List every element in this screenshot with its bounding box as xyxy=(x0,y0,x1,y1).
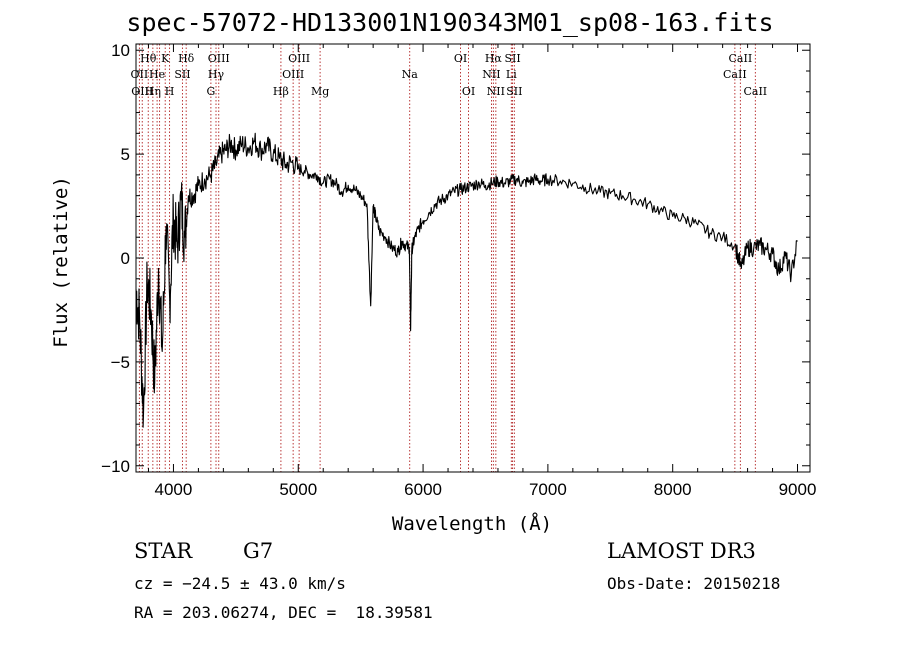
coordinates-label: RA = 203.06274, DEC = 18.39581 xyxy=(134,603,433,622)
x-tick-label-1: 5000 xyxy=(279,480,317,499)
class-label: STAR xyxy=(134,539,193,563)
y-tick-label-4: 10 xyxy=(111,41,130,60)
spectral-line-label-6: K xyxy=(161,52,170,65)
spectral-line-label-17: Na xyxy=(402,68,419,81)
spectral-line-label-13: Hβ xyxy=(273,85,289,98)
y-tick-label-3: 5 xyxy=(121,145,130,164)
x-axis-label: Wavelength (Å) xyxy=(392,512,552,535)
spectral-line-label-3: Hη xyxy=(145,85,161,98)
spectral-line-label-1: OIII xyxy=(131,85,153,98)
spectrum-line-0 xyxy=(135,132,798,428)
spectral-line-label-27: CaII xyxy=(729,52,753,65)
spectral-line-label-10: G xyxy=(206,85,215,98)
spectral-line-label-15: OIII xyxy=(288,52,310,65)
spectral-line-label-12: OIII xyxy=(208,52,230,65)
y-tick-label-1: −5 xyxy=(111,353,130,372)
chart-title: spec-57072-HD133001N190343M01_sp08-163.f… xyxy=(126,8,774,37)
spectral-line-label-23: Li xyxy=(506,68,517,81)
y-axis-label: Flux (relative) xyxy=(50,176,72,348)
spectral-line-label-22: NII xyxy=(487,85,505,98)
spectral-line-label-20: NII xyxy=(482,68,500,81)
x-tick-label-0: 4000 xyxy=(155,480,193,499)
spectral-line-label-0: OII xyxy=(131,68,149,81)
spectral-line-label-19: OI xyxy=(462,85,475,98)
y-tick-label-0: −10 xyxy=(101,457,130,476)
axes: 4000 5000 6000 7000 8000 9000 −10 −5 0 5 10 xyxy=(101,41,816,499)
x-tick-label-2: 6000 xyxy=(404,480,442,499)
spectral-line-label-28: CaII xyxy=(743,85,767,98)
spectral-line-label-26: CaII xyxy=(723,68,747,81)
redshift-label: cz = −24.5 ± 43.0 km/s xyxy=(134,574,346,593)
spectral-line-label-24: SII xyxy=(504,52,520,65)
survey-label: LAMOST DR3 xyxy=(607,539,756,563)
spectral-line-label-16: Mg xyxy=(311,85,329,98)
subclass-label: G7 xyxy=(243,539,274,563)
obs-date-label: Obs-Date: 20150218 xyxy=(607,574,781,593)
x-tick-label-3: 7000 xyxy=(529,480,567,499)
spectral-line-labels: OII OIII Hθ Hη He K H SII Hδ G Hγ OIII Hβ OIII OIII Mg N… xyxy=(131,52,768,98)
y-tick-label-2: 0 xyxy=(121,249,130,268)
x-tick-label-4: 8000 xyxy=(654,480,692,499)
spectrum-series xyxy=(135,132,798,428)
spectral-line-label-8: SII xyxy=(174,68,190,81)
spectral-line-label-21: Hα xyxy=(485,52,503,65)
spectral-line-label-11: Hγ xyxy=(208,68,225,81)
x-tick-label-5: 9000 xyxy=(779,480,817,499)
spectral-line-label-25: SII xyxy=(506,85,522,98)
spectral-line-label-18: OI xyxy=(454,52,467,65)
spectral-line-label-2: Hθ xyxy=(140,52,157,65)
spectral-line-label-4: He xyxy=(149,68,165,81)
spectral-line-label-14: OIII xyxy=(282,68,304,81)
spectral-line-label-7: H xyxy=(165,85,175,98)
spectral-line-label-9: Hδ xyxy=(178,52,195,65)
plot-frame xyxy=(135,43,811,473)
spectral-lines xyxy=(138,44,756,472)
